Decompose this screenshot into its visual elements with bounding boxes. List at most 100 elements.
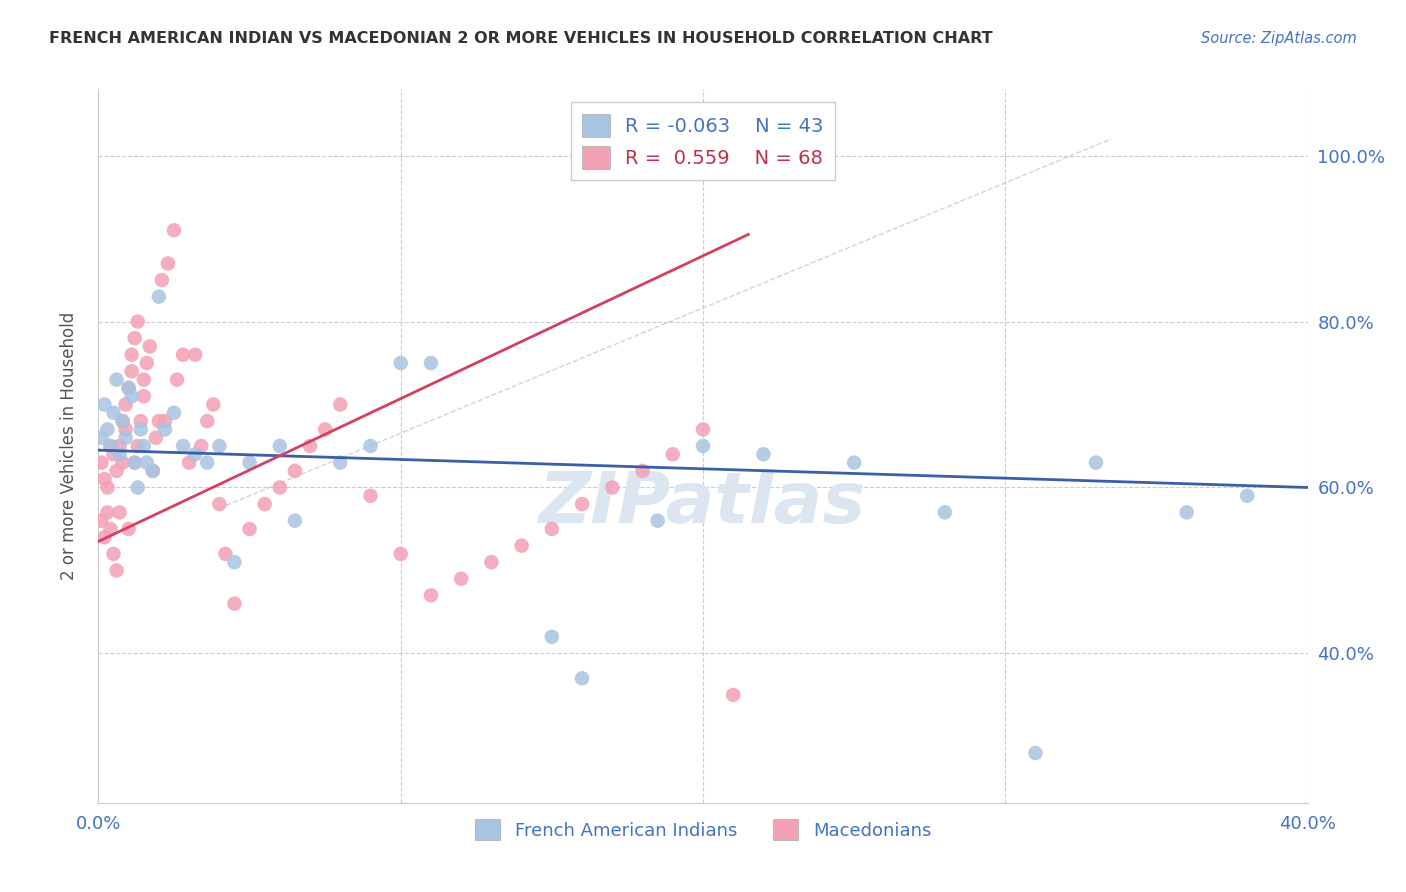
Point — [142, 464, 165, 478]
Point — [148, 414, 170, 428]
Text: ZIPatlas: ZIPatlas — [540, 468, 866, 538]
Point — [103, 547, 125, 561]
Point — [132, 389, 155, 403]
Point — [450, 572, 472, 586]
Point — [661, 447, 683, 461]
Point — [127, 314, 149, 328]
Point — [329, 456, 352, 470]
Point — [108, 505, 131, 519]
Point — [299, 439, 322, 453]
Point — [163, 406, 186, 420]
Point — [108, 439, 131, 453]
Point — [224, 555, 246, 569]
Point — [90, 456, 112, 470]
Point — [105, 464, 128, 478]
Point — [844, 456, 866, 470]
Point — [253, 497, 276, 511]
Point — [647, 514, 669, 528]
Point — [132, 373, 155, 387]
Point — [129, 414, 152, 428]
Point — [360, 489, 382, 503]
Text: FRENCH AMERICAN INDIAN VS MACEDONIAN 2 OR MORE VEHICLES IN HOUSEHOLD CORRELATION: FRENCH AMERICAN INDIAN VS MACEDONIAN 2 O… — [49, 31, 993, 46]
Point — [145, 431, 167, 445]
Point — [224, 597, 246, 611]
Point — [571, 671, 593, 685]
Point — [93, 472, 115, 486]
Point — [148, 290, 170, 304]
Point — [360, 439, 382, 453]
Point — [90, 431, 112, 445]
Point — [195, 414, 218, 428]
Point — [121, 348, 143, 362]
Point — [108, 447, 131, 461]
Point — [314, 422, 336, 436]
Point — [723, 688, 745, 702]
Point — [214, 547, 236, 561]
Point — [142, 464, 165, 478]
Point — [103, 447, 125, 461]
Point — [124, 331, 146, 345]
Point — [114, 397, 136, 411]
Point — [100, 439, 122, 453]
Point — [329, 397, 352, 411]
Point — [163, 223, 186, 237]
Point — [153, 414, 176, 428]
Point — [172, 348, 194, 362]
Point — [540, 522, 562, 536]
Point — [420, 588, 443, 602]
Point — [139, 339, 162, 353]
Point — [510, 539, 533, 553]
Point — [127, 439, 149, 453]
Point — [284, 514, 307, 528]
Point — [752, 447, 775, 461]
Point — [93, 530, 115, 544]
Point — [190, 439, 212, 453]
Point — [389, 547, 412, 561]
Point — [124, 456, 146, 470]
Point — [118, 522, 141, 536]
Point — [692, 439, 714, 453]
Point — [121, 364, 143, 378]
Point — [195, 456, 218, 470]
Point — [239, 522, 262, 536]
Point — [118, 381, 141, 395]
Point — [135, 456, 157, 470]
Point — [135, 356, 157, 370]
Point — [114, 431, 136, 445]
Point — [602, 481, 624, 495]
Point — [184, 447, 207, 461]
Point — [111, 456, 134, 470]
Point — [208, 439, 231, 453]
Point — [166, 373, 188, 387]
Text: Source: ZipAtlas.com: Source: ZipAtlas.com — [1201, 31, 1357, 46]
Point — [111, 414, 134, 428]
Point — [1085, 456, 1108, 470]
Point — [692, 422, 714, 436]
Point — [96, 422, 118, 436]
Point — [129, 422, 152, 436]
Point — [90, 514, 112, 528]
Point — [127, 481, 149, 495]
Point — [389, 356, 412, 370]
Point — [269, 481, 291, 495]
Point — [179, 456, 201, 470]
Point — [132, 439, 155, 453]
Point — [284, 464, 307, 478]
Point — [239, 456, 262, 470]
Point — [1024, 746, 1046, 760]
Point — [172, 439, 194, 453]
Point — [420, 356, 443, 370]
Y-axis label: 2 or more Vehicles in Household: 2 or more Vehicles in Household — [59, 312, 77, 580]
Point — [208, 497, 231, 511]
Legend: French American Indians, Macedonians: French American Indians, Macedonians — [468, 812, 938, 847]
Point — [269, 439, 291, 453]
Point — [571, 497, 593, 511]
Point — [540, 630, 562, 644]
Point — [150, 273, 173, 287]
Point — [1236, 489, 1258, 503]
Point — [124, 456, 146, 470]
Point — [121, 389, 143, 403]
Point — [202, 397, 225, 411]
Point — [105, 373, 128, 387]
Point — [93, 397, 115, 411]
